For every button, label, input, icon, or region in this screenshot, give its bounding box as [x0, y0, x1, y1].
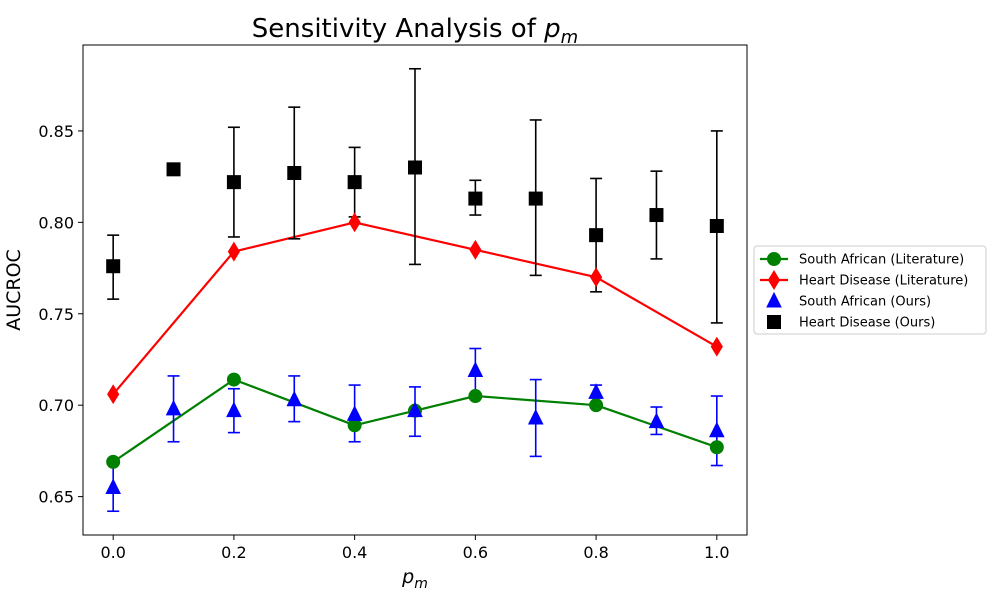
data-point-south-african-ours: [286, 390, 303, 407]
data-point-heart-disease-ours: [709, 219, 724, 234]
legend-box: [753, 245, 987, 335]
data-point-south-african-ours: [105, 478, 121, 494]
x-tick-label: 0.4: [342, 543, 367, 562]
data-point-south-african-literature: [589, 398, 604, 413]
x-axis-title-variable: p: [401, 566, 414, 588]
y-tick-label: 0.75: [38, 305, 74, 324]
data-point-heart-disease-literature: [348, 212, 361, 233]
y-tick-label: 0.70: [38, 396, 74, 415]
data-point-heart-disease-ours: [649, 208, 664, 223]
data-point-south-african-ours: [226, 401, 242, 418]
data-point-south-african-literature: [226, 372, 241, 387]
errorbars-layer: [107, 67, 723, 513]
data-point-south-african-literature: [468, 389, 483, 404]
y-axis-title: AUCROC: [3, 249, 25, 331]
data-point-heart-disease-ours: [347, 175, 362, 190]
data-point-south-african-ours: [709, 421, 725, 438]
data-point-heart-disease-literature: [227, 241, 240, 262]
data-point-heart-disease-literature: [107, 384, 120, 405]
x-tick-label: 0.8: [583, 543, 608, 562]
data-point-south-african-ours: [346, 405, 363, 421]
data-point-heart-disease-literature: [710, 336, 723, 357]
chart-title-variable: p: [543, 14, 561, 44]
x-axis-title-subscript: m: [414, 576, 428, 592]
plot-frame: [82, 44, 748, 536]
legend: South African (Literature) Heart Disease …: [753, 245, 987, 335]
x-tick-label: 0.2: [221, 543, 246, 562]
data-point-south-african-literature: [709, 440, 724, 455]
legend-label-heart-disease-ours: Heart Disease (Ours): [799, 316, 935, 331]
data-point-heart-disease-ours: [528, 191, 543, 206]
data-point-heart-disease-ours: [408, 160, 422, 175]
legend-label-heart-disease-literature: Heart Disease (Literature): [799, 274, 968, 289]
data-point-heart-disease-ours: [468, 191, 483, 206]
chart-title-prefix: Sensitivity Analysis of: [252, 14, 544, 44]
x-axis-title: pm: [401, 566, 428, 592]
y-tick-label: 0.80: [38, 213, 74, 232]
x-tick-label: 0.6: [463, 543, 488, 562]
data-point-south-african-ours: [407, 401, 423, 418]
legend-label-south-african-literature: South African (Literature): [799, 253, 964, 268]
legend-marker-heart-disease-literature: [767, 270, 781, 290]
data-point-heart-disease-ours: [166, 162, 181, 177]
data-point-heart-disease-ours: [287, 165, 302, 180]
x-tick-label: 0.0: [100, 543, 125, 562]
data-point-heart-disease-ours: [226, 175, 241, 190]
data-point-heart-disease-ours: [589, 228, 604, 243]
chart-title: Sensitivity Analysis of pm: [252, 14, 578, 48]
x-tick-label: 1.0: [704, 543, 729, 562]
chart-title-subscript: m: [561, 27, 579, 48]
data-point-south-african-ours: [165, 399, 182, 416]
y-tick-label: 0.65: [38, 488, 74, 507]
markers-layer: [105, 160, 725, 494]
data-point-heart-disease-ours: [106, 259, 121, 274]
data-point-heart-disease-literature: [469, 239, 482, 260]
data-point-south-african-ours: [648, 412, 665, 429]
ticks-layer: 0.0 0.2 0.4 0.6 0.8 1.0 0.65 0.70 0.75 0.80 0.85: [38, 122, 729, 562]
data-point-south-african-literature: [106, 454, 121, 469]
legend-entries: South African (Literature) Heart Disease …: [760, 252, 968, 331]
legend-label-south-african-ours: South African (Ours): [799, 295, 931, 310]
legend-marker-south-african-ours: [766, 291, 782, 308]
legend-marker-south-african-literature: [767, 252, 781, 266]
data-point-south-african-ours: [467, 361, 484, 377]
data-point-heart-disease-literature: [590, 267, 603, 288]
legend-marker-heart-disease-ours: [767, 315, 781, 329]
data-point-south-african-ours: [527, 408, 544, 425]
y-tick-label: 0.85: [38, 122, 74, 141]
data-point-south-african-ours: [588, 383, 604, 399]
